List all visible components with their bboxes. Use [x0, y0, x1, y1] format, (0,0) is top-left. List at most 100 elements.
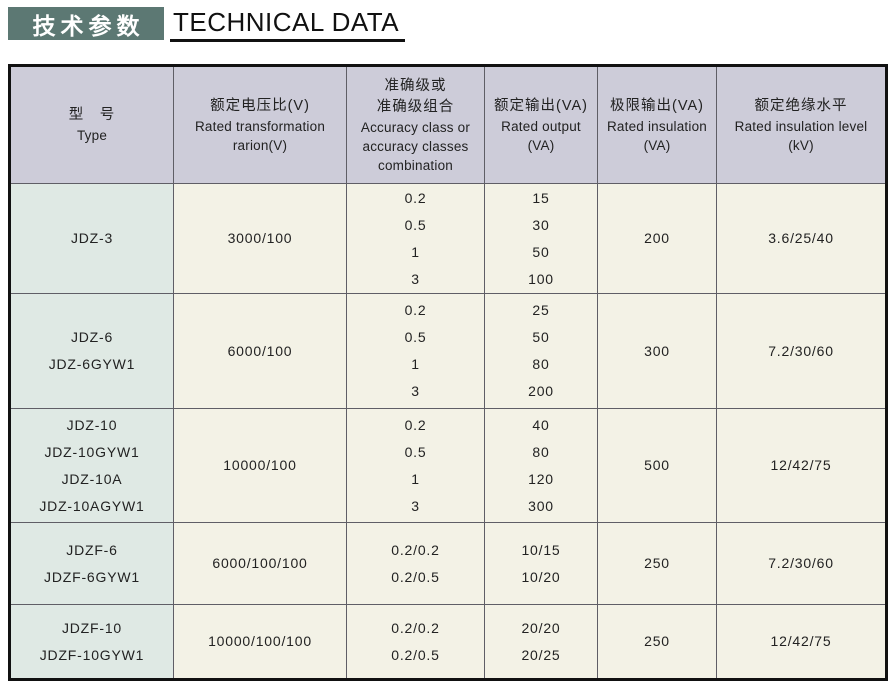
- cell-line: Rated transformation: [194, 118, 326, 134]
- cell-line: JDZF-6GYW1: [44, 568, 140, 585]
- cell-line: JDZF-10GYW1: [39, 646, 145, 663]
- cell-ratio: 10000/100: [173, 408, 347, 523]
- cell-level: 3.6/25/40: [716, 183, 887, 294]
- cell-ratio: 10000/100/100: [173, 604, 347, 680]
- section-title-zh: 技术参数: [8, 7, 164, 40]
- cell-line: 6000/100: [227, 342, 293, 359]
- table-row: 型 号 Type 额定电压比(V) Rated transformation rario…: [9, 65, 887, 184]
- cell-accuracy: 0.2/0.2 0.2/0.5: [346, 522, 485, 605]
- table-row: JDZF-10 JDZF-10GYW1 10000/100/100 0.2/0.2 0.…: [9, 604, 887, 680]
- cell-line: 0.5: [404, 443, 427, 460]
- cell-line: 0.5: [404, 216, 427, 233]
- cell-line: 20/25: [521, 646, 561, 663]
- cell-limit: 300: [597, 293, 717, 409]
- cell-line: Rated output: [501, 118, 581, 134]
- cell-line: 0.2/0.2: [391, 541, 440, 558]
- table-row: JDZ-10 JDZ-10GYW1 JDZ-10A JDZ-10AGYW1 10000/…: [9, 408, 887, 523]
- cell-line: 250: [644, 555, 670, 571]
- cell-line: combination: [378, 157, 453, 173]
- cell-line: 12/42/75: [770, 457, 832, 473]
- cell-line: 10/15: [521, 541, 561, 558]
- cell-level: 12/42/75: [716, 604, 887, 680]
- cell-limit: 200: [597, 183, 717, 294]
- cell-line: 7.2/30/60: [768, 555, 834, 571]
- cell-line: 额定电压比(V): [210, 97, 310, 114]
- cell-type: JDZF-10 JDZF-10GYW1: [9, 604, 174, 680]
- section-title-en: TECHNICAL DATA: [170, 6, 406, 42]
- cell-line: 额定输出(VA): [494, 97, 588, 114]
- column-header-ratio: 额定电压比(V) Rated transformation rarion(V): [173, 65, 347, 184]
- cell-ratio: 3000/100: [173, 183, 347, 294]
- cell-line: 0.2: [404, 416, 427, 433]
- cell-line: 1: [411, 243, 420, 260]
- cell-line: 0.2/0.5: [391, 646, 440, 663]
- cell-line: (VA): [643, 137, 671, 153]
- cell-type: JDZ-6 JDZ-6GYW1: [9, 293, 174, 409]
- cell-line: 40: [532, 416, 550, 433]
- cell-limit: 500: [597, 408, 717, 523]
- cell-line: Rated insulation: [606, 118, 707, 134]
- cell-accuracy: 0.2 0.5 1 3: [346, 183, 485, 294]
- column-header-level: 额定绝缘水平 Rated insulation level (kV): [716, 65, 887, 184]
- cell-line: 500: [644, 457, 670, 473]
- cell-line: 80: [532, 443, 550, 460]
- cell-line: JDZ-10A: [61, 470, 123, 487]
- cell-line: 250: [644, 633, 670, 649]
- cell-line: 120: [528, 470, 554, 487]
- cell-line: Accuracy class or: [360, 119, 471, 135]
- cell-line: 型 号: [68, 107, 116, 123]
- cell-line: 20/20: [521, 619, 561, 636]
- cell-line: (kV): [788, 137, 814, 153]
- table-row: JDZ-3 3000/100 0.2 0.5 1 3 15 30 50 100 200 3.6/25/…: [9, 183, 887, 294]
- cell-line: (VA): [527, 137, 555, 153]
- cell-line: 100: [528, 270, 554, 287]
- column-header-accuracy: 准确级或 准确级组合 Accuracy class or accuracy class…: [346, 65, 485, 184]
- cell-line: rarion(V): [232, 137, 288, 153]
- technical-data-table: 型 号 Type 额定电压比(V) Rated transformation rario…: [8, 64, 888, 681]
- cell-accuracy: 0.2 0.5 1 3: [346, 293, 485, 409]
- cell-limit: 250: [597, 604, 717, 680]
- cell-line: 0.2/0.5: [391, 568, 440, 585]
- table-row: JDZ-6 JDZ-6GYW1 6000/100 0.2 0.5 1 3 25 50 80 200 3…: [9, 293, 887, 409]
- cell-output: 10/15 10/20: [484, 522, 598, 605]
- cell-line: Rated insulation level: [734, 118, 868, 134]
- cell-line: 25: [532, 302, 550, 318]
- section-header: 技术参数 TECHNICAL DATA: [0, 0, 890, 64]
- cell-line: 80: [532, 356, 550, 372]
- cell-line: 3: [411, 270, 420, 287]
- cell-level: 7.2/30/60: [716, 293, 887, 409]
- cell-line: 200: [528, 383, 554, 399]
- cell-level: 7.2/30/60: [716, 522, 887, 605]
- cell-line: 1: [411, 470, 420, 487]
- cell-line: 准确级或: [384, 77, 447, 94]
- cell-line: 0.2: [404, 302, 427, 318]
- cell-type: JDZ-3: [9, 183, 174, 294]
- cell-accuracy: 0.2 0.5 1 3: [346, 408, 485, 523]
- cell-line: 10/20: [521, 568, 561, 585]
- cell-line: JDZ-10AGYW1: [39, 497, 145, 514]
- column-header-output: 额定输出(VA) Rated output (VA): [484, 65, 598, 184]
- column-header-type: 型 号 Type: [9, 65, 174, 184]
- cell-ratio: 6000/100/100: [173, 522, 347, 605]
- cell-line: 准确级组合: [376, 98, 455, 115]
- cell-line: 12/42/75: [770, 633, 832, 649]
- table-header-row: 型 号 Type 额定电压比(V) Rated transformation rario…: [9, 65, 887, 184]
- cell-line: Type: [76, 128, 108, 143]
- cell-line: 1: [411, 356, 420, 372]
- cell-output: 20/20 20/25: [484, 604, 598, 680]
- cell-line: JDZF-6: [66, 541, 118, 558]
- cell-level: 12/42/75: [716, 408, 887, 523]
- cell-line: 15: [532, 189, 550, 206]
- cell-line: 0.2/0.2: [391, 619, 440, 636]
- cell-line: 10000/100/100: [208, 633, 312, 649]
- cell-accuracy: 0.2/0.2 0.2/0.5: [346, 604, 485, 680]
- cell-line: 30: [532, 216, 550, 233]
- cell-output: 25 50 80 200: [484, 293, 598, 409]
- cell-line: 额定绝缘水平: [754, 97, 848, 114]
- table-body: JDZ-3 3000/100 0.2 0.5 1 3 15 30 50 100 200 3.6/25/…: [9, 183, 887, 680]
- cell-line: 3000/100: [227, 230, 293, 246]
- column-header-limit: 极限输出(VA) Rated insulation (VA): [597, 65, 717, 184]
- cell-line: 7.2/30/60: [768, 342, 834, 359]
- cell-line: 3: [411, 383, 420, 399]
- cell-line: JDZ-10GYW1: [44, 443, 140, 460]
